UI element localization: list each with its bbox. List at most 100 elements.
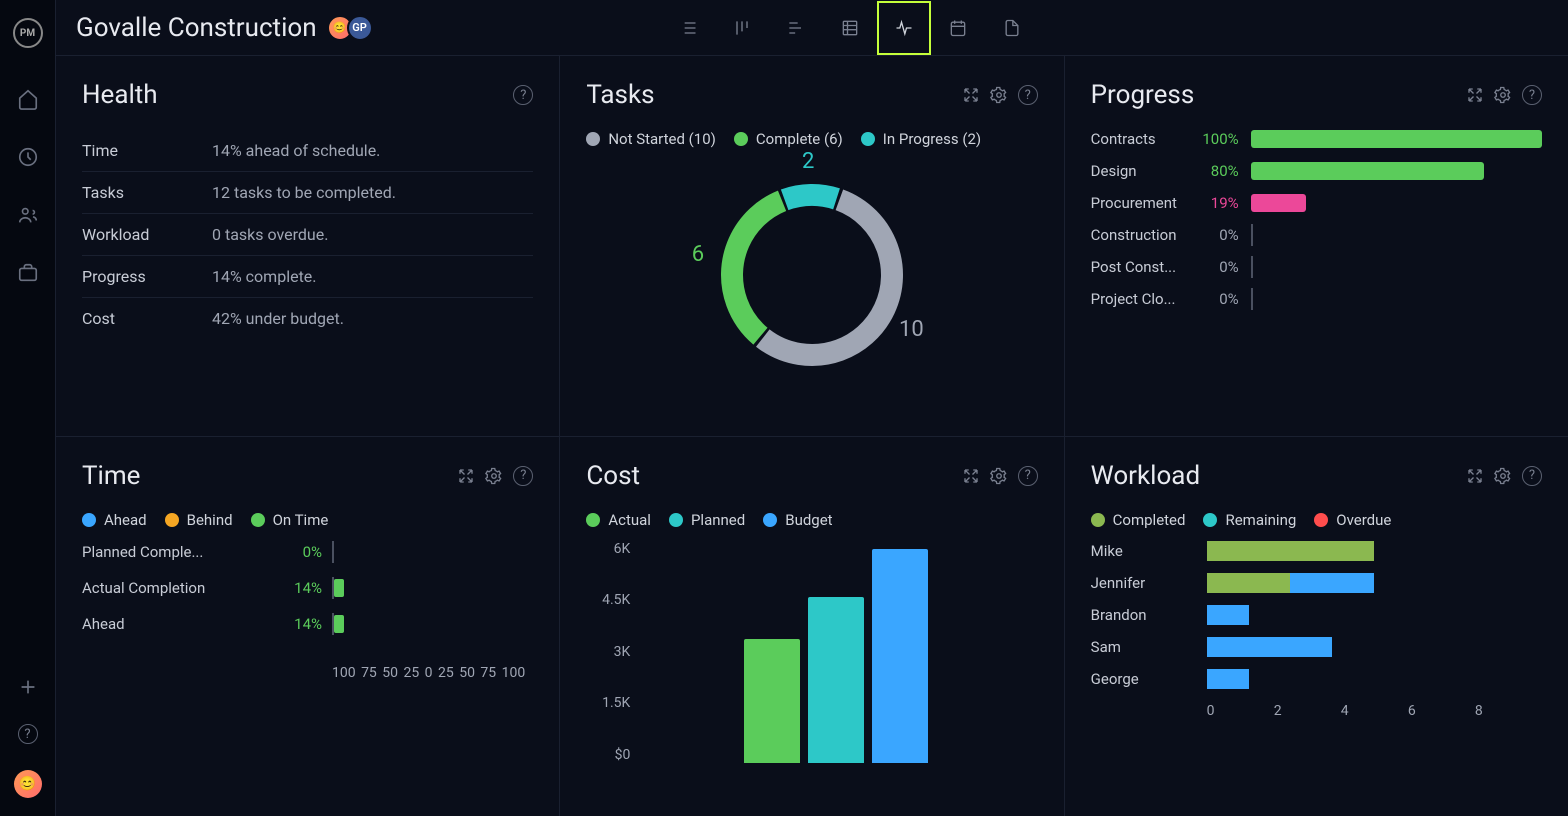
progress-row: Construction0% (1091, 226, 1542, 244)
legend-label: Overdue (1336, 511, 1391, 529)
axis-label: 2 (1274, 703, 1341, 719)
time-bar (332, 613, 533, 635)
workload-bar (1207, 637, 1542, 657)
workload-bar (1207, 669, 1542, 689)
health-label: Tasks (82, 183, 212, 202)
workload-row: George (1091, 669, 1542, 689)
legend-dot (586, 132, 600, 146)
project-members[interactable]: 😊GP (333, 15, 373, 41)
workload-name: Sam (1091, 638, 1207, 656)
workload-segment (1207, 669, 1249, 689)
app-logo[interactable]: PM (13, 18, 43, 48)
file-view-icon[interactable] (985, 1, 1039, 55)
workload-name: Jennifer (1091, 574, 1207, 592)
progress-pct: 0% (1193, 258, 1239, 276)
time-name: Ahead (82, 615, 272, 633)
panel-progress: Progress ? Contracts100%Design80%Procure… (1065, 56, 1568, 436)
workload-segment (1207, 573, 1291, 593)
time-pct: 14% (272, 615, 322, 633)
time-pct: 14% (272, 579, 322, 597)
workload-segment (1207, 637, 1333, 657)
workload-row: Jennifer (1091, 573, 1542, 593)
time-name: Actual Completion (82, 579, 272, 597)
legend-label: Budget (785, 511, 832, 529)
help-icon[interactable]: ? (513, 466, 533, 486)
workload-segment (1290, 573, 1374, 593)
expand-icon[interactable] (962, 86, 980, 104)
add-icon[interactable] (17, 676, 39, 698)
legend-item: Remaining (1203, 511, 1296, 529)
panel-title: Progress (1091, 80, 1195, 110)
health-label: Cost (82, 309, 212, 328)
team-icon[interactable] (17, 204, 39, 226)
calendar-view-icon[interactable] (931, 1, 985, 55)
expand-icon[interactable] (457, 467, 475, 485)
legend-item: On Time (251, 511, 329, 529)
expand-icon[interactable] (1466, 467, 1484, 485)
axis-label: 50 (382, 665, 398, 681)
user-avatar[interactable]: 😊 (14, 770, 42, 798)
expand-icon[interactable] (1466, 86, 1484, 104)
axis-label: 3K (586, 644, 630, 660)
workload-bar (1207, 541, 1542, 561)
progress-pct: 0% (1193, 226, 1239, 244)
time-row: Ahead14% (82, 613, 533, 635)
home-icon[interactable] (17, 88, 39, 110)
axis-label: $0 (586, 747, 630, 763)
legend-dot (165, 513, 179, 527)
board-view-icon[interactable] (715, 1, 769, 55)
member-avatar[interactable]: GP (347, 15, 373, 41)
gear-icon[interactable] (990, 86, 1008, 104)
sheet-view-icon[interactable] (823, 1, 877, 55)
axis-label: 6 (1408, 703, 1475, 719)
health-value: 42% under budget. (212, 309, 344, 328)
gear-icon[interactable] (1494, 86, 1512, 104)
list-view-icon[interactable] (661, 1, 715, 55)
health-value: 12 tasks to be completed. (212, 183, 396, 202)
donut-segment-label: 6 (692, 242, 704, 267)
health-value: 14% ahead of schedule. (212, 141, 380, 160)
cost-bar (808, 597, 864, 763)
workload-row: Sam (1091, 637, 1542, 657)
axis-label: 1.5K (586, 695, 630, 711)
gear-icon[interactable] (990, 467, 1008, 485)
gear-icon[interactable] (485, 467, 503, 485)
cost-bar (872, 549, 928, 763)
panel-health: Health ? Time14% ahead of schedule.Tasks… (56, 56, 559, 436)
progress-row: Procurement19% (1091, 194, 1542, 212)
expand-icon[interactable] (962, 467, 980, 485)
workload-name: George (1091, 670, 1207, 688)
donut-segment-label: 10 (899, 317, 924, 342)
cost-bar (744, 639, 800, 762)
progress-name: Contracts (1091, 130, 1193, 148)
gantt-view-icon[interactable] (769, 1, 823, 55)
gear-icon[interactable] (1494, 467, 1512, 485)
axis-label: 0 (425, 665, 433, 681)
projects-icon[interactable] (17, 262, 39, 284)
time-name: Planned Comple... (82, 543, 272, 561)
help-icon[interactable]: ? (18, 724, 38, 744)
progress-row: Design80% (1091, 162, 1542, 180)
help-icon[interactable]: ? (1522, 466, 1542, 486)
progress-bar (1251, 130, 1542, 148)
progress-bar (1251, 226, 1542, 244)
health-row: Workload0 tasks overdue. (82, 214, 533, 256)
help-icon[interactable]: ? (1018, 466, 1038, 486)
donut-segment-label: 2 (802, 149, 814, 174)
health-row: Cost42% under budget. (82, 298, 533, 339)
help-icon[interactable]: ? (1522, 85, 1542, 105)
legend-label: Planned (691, 511, 745, 529)
legend-dot (734, 132, 748, 146)
legend-dot (1314, 513, 1328, 527)
panel-title: Health (82, 80, 158, 110)
dashboard-view-icon[interactable] (877, 1, 931, 55)
progress-name: Design (1091, 162, 1193, 180)
help-icon[interactable]: ? (1018, 85, 1038, 105)
help-icon[interactable]: ? (513, 85, 533, 105)
recent-icon[interactable] (17, 146, 39, 168)
legend-label: In Progress (2) (883, 130, 981, 148)
cost-bar-chart: 6K4.5K3K1.5K$0 (586, 541, 1037, 791)
panel-title: Cost (586, 461, 640, 491)
panel-cost: Cost ? ActualPlannedBudget 6K4.5K3K1.5K$… (560, 437, 1063, 816)
workload-segment (1207, 541, 1375, 561)
